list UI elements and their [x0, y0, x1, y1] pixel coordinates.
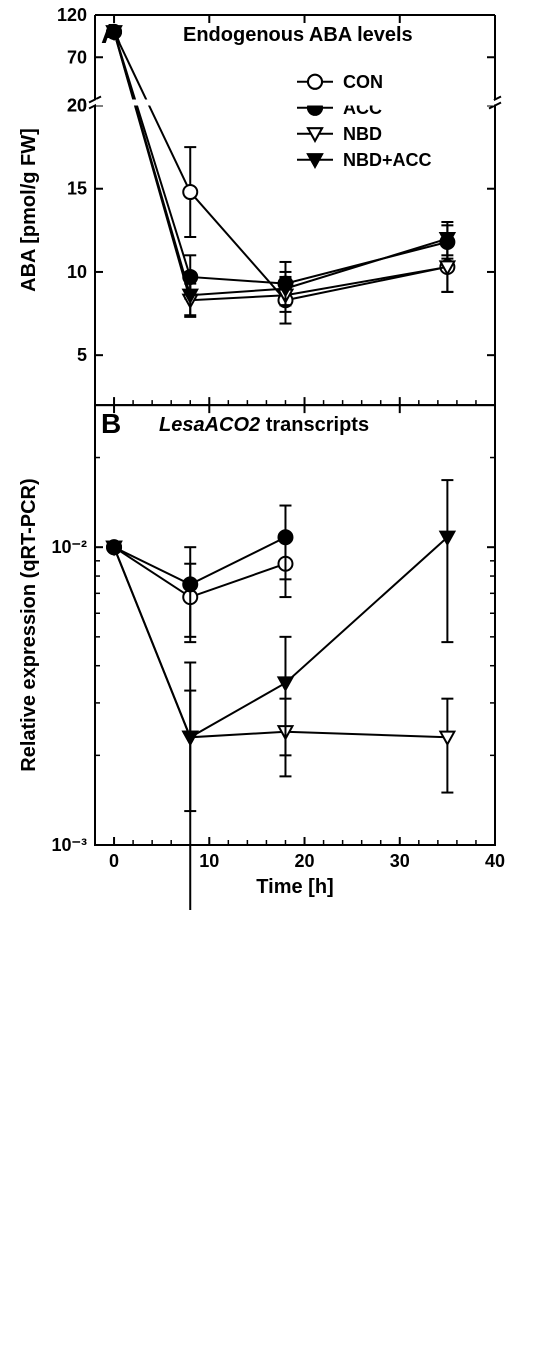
svg-text:10⁻²: 10⁻²: [51, 537, 87, 557]
svg-text:10⁻³: 10⁻³: [51, 835, 87, 855]
svg-text:LesaACO2 transcripts: LesaACO2 transcripts: [159, 414, 369, 436]
svg-text:10: 10: [67, 262, 87, 282]
svg-text:Endogenous ABA levels: Endogenous ABA levels: [183, 24, 413, 46]
svg-text:ABA [pmol/g FW]: ABA [pmol/g FW]: [18, 128, 40, 292]
svg-text:30: 30: [390, 851, 410, 871]
svg-text:20: 20: [295, 851, 315, 871]
svg-text:0: 0: [109, 851, 119, 871]
chart-svg: 010203040Time [h]51015202070120ABA [pmol…: [0, 0, 540, 910]
svg-text:40: 40: [485, 851, 505, 871]
svg-text:Time [h]: Time [h]: [256, 876, 333, 898]
svg-text:70: 70: [67, 47, 87, 67]
svg-text:NBD+ACC: NBD+ACC: [343, 150, 432, 170]
svg-text:20: 20: [67, 96, 87, 116]
svg-text:B: B: [101, 408, 121, 439]
svg-text:Relative expression (qRT-PCR): Relative expression (qRT-PCR): [18, 478, 40, 771]
svg-text:10: 10: [199, 851, 219, 871]
svg-text:5: 5: [77, 345, 87, 365]
figure-container: 010203040Time [h]51015202070120ABA [pmol…: [0, 0, 540, 910]
svg-text:CON: CON: [343, 72, 383, 92]
svg-text:15: 15: [67, 179, 87, 199]
svg-text:NBD: NBD: [343, 124, 382, 144]
svg-text:120: 120: [57, 5, 87, 25]
